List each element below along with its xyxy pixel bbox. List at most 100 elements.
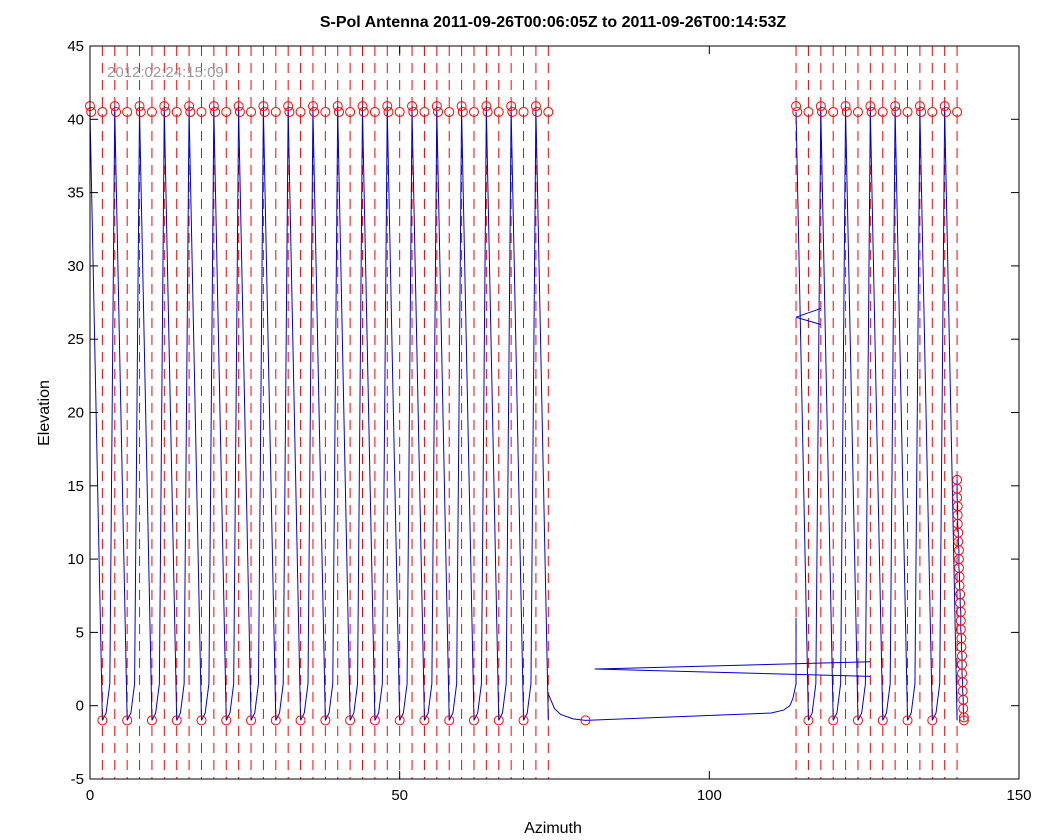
- y-tick-label: 20: [67, 405, 84, 422]
- sweep-bottom-marker: [419, 715, 430, 726]
- antenna-sweep-down: [795, 111, 809, 721]
- antenna-sweep-up: [300, 106, 314, 721]
- sweep-top-marker: [383, 106, 394, 117]
- y-tick-label: -5: [71, 771, 84, 788]
- antenna-sweep-down: [461, 111, 475, 721]
- sweep-top-marker: [939, 101, 950, 112]
- sweep-top-marker: [902, 106, 913, 117]
- sweep-top-marker: [841, 106, 852, 117]
- sweep-top-marker: [284, 106, 295, 117]
- antenna-sweep-up: [807, 106, 822, 721]
- sweep-bottom-marker: [97, 715, 108, 726]
- antenna-sweep-up: [374, 106, 388, 721]
- sweep-top-marker: [482, 106, 493, 117]
- antenna-sweep-up: [225, 106, 240, 721]
- antenna-sweep-up: [201, 106, 215, 721]
- y-axis-label: Elevation: [36, 380, 53, 446]
- sweep-bottom-marker: [803, 715, 814, 726]
- sweep-bottom-marker: [493, 715, 504, 726]
- antenna-sweep-down: [411, 111, 425, 721]
- antenna-sweep-up: [498, 106, 512, 721]
- sweep-bottom-marker: [828, 715, 839, 726]
- antenna-sweep-down: [163, 111, 178, 721]
- sweep-top-marker: [357, 101, 368, 112]
- antenna-sweep-down: [312, 111, 326, 721]
- sweep-top-marker: [333, 106, 344, 117]
- sweep-bottom-marker: [927, 715, 938, 726]
- sweep-top-marker: [840, 101, 851, 112]
- sweep-bottom-marker: [345, 715, 356, 726]
- sweep-top-marker: [233, 101, 244, 112]
- sweep-top-marker: [815, 101, 826, 112]
- sweep-top-marker: [307, 101, 318, 112]
- antenna-sweep-up: [324, 106, 339, 721]
- sweep-top-marker: [258, 101, 269, 112]
- antenna-sweep-up: [151, 106, 165, 721]
- sweep-top-marker: [914, 101, 925, 112]
- sweep-top-marker: [407, 101, 418, 112]
- sweep-top-marker: [134, 101, 145, 112]
- sweep-bottom-marker: [196, 715, 207, 726]
- sweep-bottom-marker: [221, 715, 232, 726]
- sweep-top-marker: [408, 106, 419, 117]
- sweep-top-marker: [146, 106, 157, 117]
- chart-title: S-Pol Antenna 2011-09-26T00:06:05Z to 20…: [320, 14, 787, 31]
- antenna-sweep-down: [894, 111, 909, 721]
- y-tick-label: 25: [67, 331, 84, 348]
- sweep-top-marker: [506, 101, 517, 112]
- antenna-sweep-up: [399, 106, 413, 721]
- antenna-sweep-down: [845, 111, 859, 721]
- sweep-top-marker: [208, 101, 219, 112]
- sweep-top-marker: [419, 106, 430, 117]
- antenna-sweep-up: [275, 106, 289, 721]
- antenna-sweep-down: [919, 111, 933, 721]
- sweep-top-marker: [111, 106, 122, 117]
- x-tick-label: 150: [1006, 787, 1031, 804]
- sweep-top-marker: [530, 101, 541, 112]
- sweep-top-marker: [332, 101, 343, 112]
- sweep-top-marker: [792, 106, 803, 117]
- sweep-top-marker: [828, 106, 839, 117]
- sweep-top-marker: [493, 106, 504, 117]
- antenna-sweep-down: [362, 111, 376, 721]
- antenna-sweep-up: [832, 106, 847, 721]
- sweep-bottom-marker: [468, 715, 479, 726]
- sweep-bottom-marker: [122, 715, 133, 726]
- sweep-top-marker: [927, 106, 938, 117]
- sweep-top-marker: [890, 101, 901, 112]
- antenna-sweep-down: [485, 111, 500, 721]
- sweep-top-marker: [532, 106, 543, 117]
- y-tick-label: 5: [76, 624, 84, 641]
- sweep-top-marker: [431, 101, 442, 112]
- sweep-bottom-marker: [146, 715, 157, 726]
- sweep-top-marker: [456, 101, 467, 112]
- sweep-top-marker: [518, 106, 529, 117]
- sweep-top-marker: [283, 101, 294, 112]
- sweep-top-marker: [382, 101, 393, 112]
- antenna-stray-line: [795, 307, 821, 318]
- sweep-top-marker: [210, 106, 221, 117]
- x-tick-label: 100: [697, 787, 722, 804]
- sweep-top-marker: [817, 106, 828, 117]
- x-axis-label: Azimuth: [524, 820, 582, 837]
- antenna-transit-path: [547, 617, 797, 721]
- sweep-top-marker: [345, 106, 356, 117]
- sweep-top-marker: [184, 101, 195, 112]
- sweep-top-marker: [159, 101, 170, 112]
- sweep-top-marker: [433, 106, 444, 117]
- sweep-top-marker: [97, 106, 108, 117]
- antenna-sweep-up: [250, 106, 264, 721]
- sweep-top-marker: [877, 106, 888, 117]
- x-tick-label: 0: [86, 787, 94, 804]
- sweep-top-marker: [481, 101, 492, 112]
- antenna-sweep-up: [523, 106, 537, 721]
- antenna-sweep-up: [349, 106, 364, 721]
- sweep-top-marker: [185, 106, 196, 117]
- sweep-top-marker: [394, 106, 405, 117]
- antenna-sweep-down: [114, 111, 128, 721]
- axes-frame: [89, 45, 1020, 780]
- antenna-sweep-up: [857, 106, 871, 721]
- sweep-top-marker: [803, 106, 814, 117]
- antenna-sweep-down: [535, 111, 549, 721]
